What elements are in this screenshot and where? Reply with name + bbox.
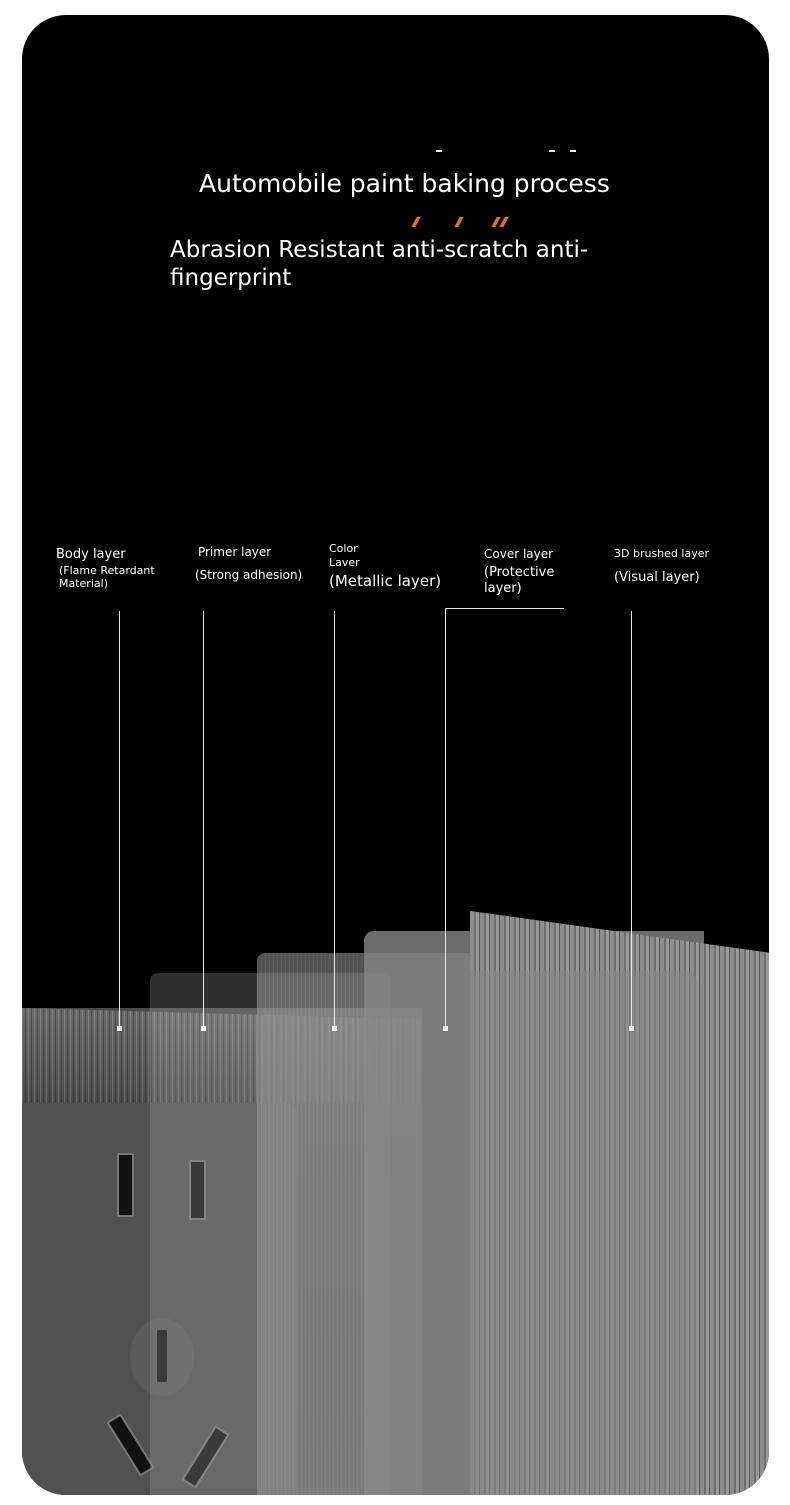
page-subtitle: Abrasion Resistant anti-scratch anti-fin…	[170, 237, 589, 291]
brushed-panel-overlay	[470, 971, 697, 1495]
accent-fragment	[411, 217, 421, 227]
socket-slot-angled-left	[106, 1413, 155, 1477]
brushed-layer	[470, 911, 769, 1495]
label-detail: (Strong adhesion)	[195, 568, 303, 582]
label-detail: (Visual layer)	[614, 570, 700, 585]
socket-plate	[22, 1103, 297, 1495]
label-name: 3D brushed layer	[614, 547, 709, 560]
label-brushed-layer: 3D brushed layer (Visual layer)	[614, 547, 709, 585]
title-fragment	[436, 150, 442, 152]
socket-slot-right	[189, 1160, 206, 1220]
label-name: Color Laver	[329, 542, 360, 569]
leader-dot-cover	[443, 1026, 448, 1031]
product-panel: Automobile paint baking process Abrasion…	[22, 15, 769, 1495]
label-body-layer: Body layer (Flame Retardant Material)	[56, 547, 169, 590]
leader-line-primer	[203, 611, 204, 1029]
page-title: Automobile paint baking process	[199, 169, 610, 198]
leader-line-cover	[445, 608, 446, 1029]
label-name: Primer layer	[198, 545, 272, 559]
title-fragment	[570, 150, 576, 152]
socket-slot-left	[117, 1153, 134, 1217]
leader-dot-primer	[201, 1026, 206, 1031]
accent-fragment	[499, 217, 509, 227]
leader-line-brushed	[631, 611, 632, 1029]
label-cover-layer: Cover layer (Protective layer)	[484, 547, 564, 597]
leader-dot-brushed	[629, 1026, 634, 1031]
label-detail: (Protective layer)	[484, 565, 555, 596]
label-name: Cover layer	[484, 547, 554, 561]
leader-line-body	[119, 611, 120, 1029]
label-primer-layer: Primer layer (Strong adhesion)	[195, 545, 302, 582]
leader-line-color	[334, 611, 335, 1029]
label-name: Body layer	[56, 547, 126, 562]
label-detail: (Metallic layer)	[329, 572, 442, 590]
label-detail: (Flame Retardant Material)	[59, 564, 155, 590]
leader-line-cover-horizontal	[445, 608, 564, 609]
label-color-layer: Color Laver (Metallic layer)	[329, 542, 441, 590]
leader-dot-color	[332, 1026, 337, 1031]
leader-dot-body	[117, 1026, 122, 1031]
title-fragment	[549, 150, 555, 152]
accent-fragment	[454, 217, 464, 227]
socket-ground-recess	[130, 1318, 194, 1396]
socket-ground-slot	[157, 1330, 167, 1382]
